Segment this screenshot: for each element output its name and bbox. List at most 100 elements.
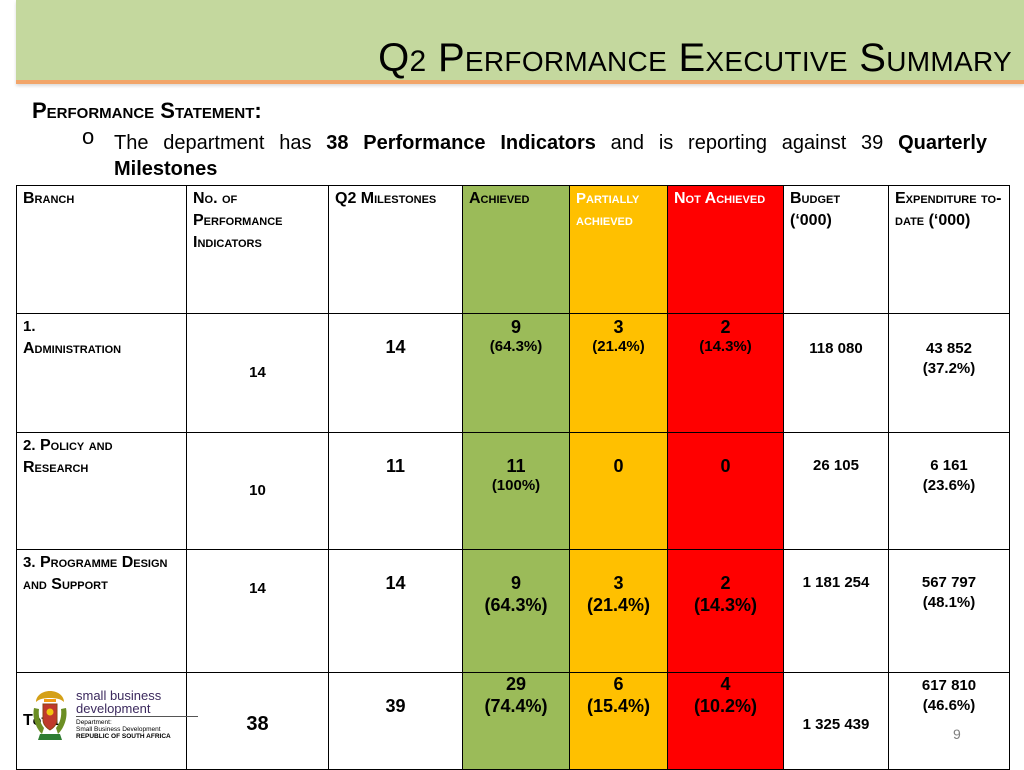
not-achieved-value: 2 [720,573,731,593]
page-title: Q2 Performance Executive Summary [378,36,1012,84]
branch-number: 1. [23,318,36,335]
total-expenditure: 617 810 (46.6%) [888,672,1010,770]
not-achieved-percent: (14.3%) [693,595,758,615]
partial-percent: (21.4%) [586,595,651,615]
milestones-cell: 14 [328,313,463,433]
expenditure-percent: (48.1%) [922,594,976,611]
branch-cell: 1. Administration [16,313,187,433]
achieved-cell: 11 (100%) [462,432,570,550]
partial-cell: 3 (21.4%) [569,313,668,433]
col-header-achieved: Achieved [462,185,570,314]
coat-of-arms-icon [33,691,67,740]
total-expenditure-percent: (46.6%) [922,697,976,714]
statement-text: The department has 38 Performance Indica… [114,130,987,182]
table-row: 2. Policy and Research 10 11 11 (100%) 0 … [16,432,1010,550]
budget-cell: 1 181 254 [783,549,889,673]
achieved-percent: (100%) [491,477,541,494]
branch-cell: 3. Programme Design and Support [16,549,187,673]
achieved-cell: 9 (64.3%) [462,313,570,433]
not-achieved-cell: 0 [667,432,784,550]
logo-line-1: small business [76,688,162,703]
expenditure-value: 43 852 [926,340,972,357]
achieved-cell: 9 (64.3%) [462,549,570,673]
branch-name: Administration [23,340,122,357]
total-budget: 1 325 439 [783,672,889,770]
not-achieved-value: 2 [720,317,731,337]
expenditure-cell: 6 161 (23.6%) [888,432,1010,550]
total-partial-value: 6 [613,674,624,694]
col-header-partially: Partially achieved [569,185,668,314]
total-expenditure-value: 617 810 [921,677,977,694]
achieved-value: 11 [506,456,526,476]
table-row: 3. Programme Design and Support 14 14 9(… [16,549,1010,673]
total-indicators: 38 [186,672,329,770]
indicators-cell: 14 [186,549,329,673]
col-header-not-achieved: Not Achieved [667,185,784,314]
budget-cell: 26 105 [783,432,889,550]
partial-percent: (21.4%) [592,338,645,355]
total-partial-percent: (15.4%) [586,696,651,716]
col-header-branch: Branch [16,185,187,314]
title-num: 2 [409,45,427,78]
total-not-achieved: 4 (10.2%) [667,672,784,770]
branch-cell: 2. Policy and Research [16,432,187,550]
expenditure-cell: 567 797 (48.1%) [888,549,1010,673]
col-header-milestones: Q2 Milestones [328,185,463,314]
logo-country: REPUBLIC OF SOUTH AFRICA [76,733,171,740]
statement-heading: Performance Statement: [32,98,262,123]
milestones-cell: 11 [328,432,463,550]
title-q2: Q2 [378,36,426,80]
logo-dept-label: Department: [76,719,112,726]
statement-bold-2: Quarterly Milestones [114,132,988,180]
branch-name: Programme Design and Support [23,554,168,593]
title-rest: Performance Executive Summary [426,36,1012,80]
not-achieved-cell: 2 (14.3%) [667,549,784,673]
page-number: 9 [953,726,961,742]
expenditure-value: 6 161 [930,457,968,474]
achieved-value: 9 [510,573,521,593]
partial-cell: 0 [569,432,668,550]
table-row: 1. Administration 14 14 9 (64.3%) 3 (21.4%)… [16,313,1010,433]
branch-name: Policy and Research [23,437,113,476]
table-header-row: Branch No. of Performance Indicators Q2 … [16,185,1010,314]
not-achieved-cell: 2 (14.3%) [667,313,784,433]
performance-table: Branch No. of Performance Indicators Q2 … [16,185,1010,770]
achieved-percent: (64.3%) [484,595,548,615]
branch-number: 3. [23,554,36,571]
total-achieved: 29 (74.4%) [462,672,570,770]
col-header-expenditure: Expenditure to-date (‘000) [888,185,1010,314]
title-q: Q [378,36,410,80]
achieved-percent: (64.3%) [489,338,543,355]
expenditure-value: 567 797 [921,574,977,591]
bullet-marker: o [82,124,95,149]
not-achieved-percent: (14.3%) [699,338,752,355]
expenditure-percent: (23.6%) [922,477,976,494]
total-achieved-percent: (74.4%) [484,696,548,716]
total-not-achieved-percent: (10.2%) [693,696,758,716]
total-partial: 6 (15.4%) [569,672,668,770]
department-logo: small business development Department: S… [30,688,198,748]
logo-dept-name: Small Business Development [76,726,161,733]
logo-divider [76,716,198,717]
total-not-achieved-value: 4 [720,674,731,694]
statement-bold-1: 38 Performance Indicators [326,132,596,154]
statement-text-1: The department has [114,132,327,154]
statement-text-2: and is reporting against 39 [595,132,899,154]
expenditure-cell: 43 852 (37.2%) [888,313,1010,433]
indicators-cell: 14 [186,313,329,433]
achieved-value: 9 [510,317,521,337]
total-milestones: 39 [328,672,463,770]
logo-line-2: development [76,701,151,716]
total-achieved-value: 29 [505,674,527,694]
indicators-cell: 10 [186,432,329,550]
budget-cell: 118 080 [783,313,889,433]
branch-number: 2. [23,437,36,454]
title-bar: Q2 Performance Executive Summary [16,0,1024,84]
milestones-cell: 14 [328,549,463,673]
col-header-indicators: No. of Performance Indicators [186,185,329,314]
col-header-budget: Budget (‘000) [783,185,889,314]
partial-value: 3 [613,317,624,337]
partial-cell: 3 (21.4%) [569,549,668,673]
partial-value: 3 [613,573,624,593]
expenditure-percent: (37.2%) [922,360,976,377]
